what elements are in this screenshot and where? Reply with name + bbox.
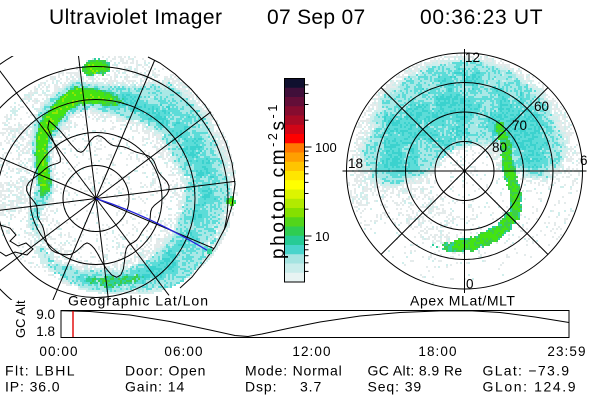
svg-text:07 Sep 07: 07 Sep 07	[267, 6, 365, 29]
svg-text:80: 80	[492, 140, 507, 155]
svg-text:GLat: −73.9: GLat: −73.9	[483, 363, 571, 379]
svg-text:1.8: 1.8	[36, 324, 55, 339]
svg-text:00:00: 00:00	[39, 344, 78, 359]
svg-text:18:00: 18:00	[418, 344, 457, 359]
svg-text:10: 10	[315, 229, 329, 244]
svg-text:3.7: 3.7	[300, 379, 322, 395]
svg-text:12:00: 12:00	[292, 344, 331, 359]
svg-text:Apex MLat/MLT: Apex MLat/MLT	[410, 293, 516, 309]
svg-text:Gain: 14: Gain: 14	[125, 379, 185, 395]
svg-text:9.0: 9.0	[36, 307, 55, 322]
svg-text:photon cm-2s-1: photon cm-2s-1	[266, 102, 289, 259]
svg-text:IP: 36.0: IP: 36.0	[5, 379, 60, 395]
svg-text:06:00: 06:00	[164, 344, 203, 359]
svg-text:GC Alt: 8.9 Re: GC Alt: 8.9 Re	[368, 363, 463, 379]
svg-text:Flt: LBHL: Flt: LBHL	[5, 363, 76, 379]
svg-text:70: 70	[512, 118, 527, 133]
svg-text:6: 6	[580, 153, 588, 168]
svg-text:23:59: 23:59	[547, 344, 586, 359]
svg-text:Seq: 39: Seq: 39	[368, 379, 423, 395]
svg-text:GC Alt: GC Alt	[13, 300, 28, 338]
svg-text:00:36:23 UT: 00:36:23 UT	[420, 6, 543, 29]
svg-text:Dsp:: Dsp:	[245, 379, 277, 395]
svg-text:Ultraviolet Imager: Ultraviolet Imager	[49, 6, 223, 29]
svg-text:12: 12	[465, 50, 480, 65]
svg-text:Mode: Normal: Mode: Normal	[245, 363, 343, 379]
svg-text:Geographic Lat/Lon: Geographic Lat/Lon	[68, 293, 209, 309]
svg-text:GLon: 124.9: GLon: 124.9	[483, 379, 578, 395]
svg-text:0: 0	[466, 277, 474, 292]
svg-text:60: 60	[534, 99, 549, 114]
svg-text:100: 100	[315, 140, 337, 155]
svg-text:Door: Open: Door: Open	[125, 363, 206, 379]
svg-text:18: 18	[348, 156, 363, 171]
